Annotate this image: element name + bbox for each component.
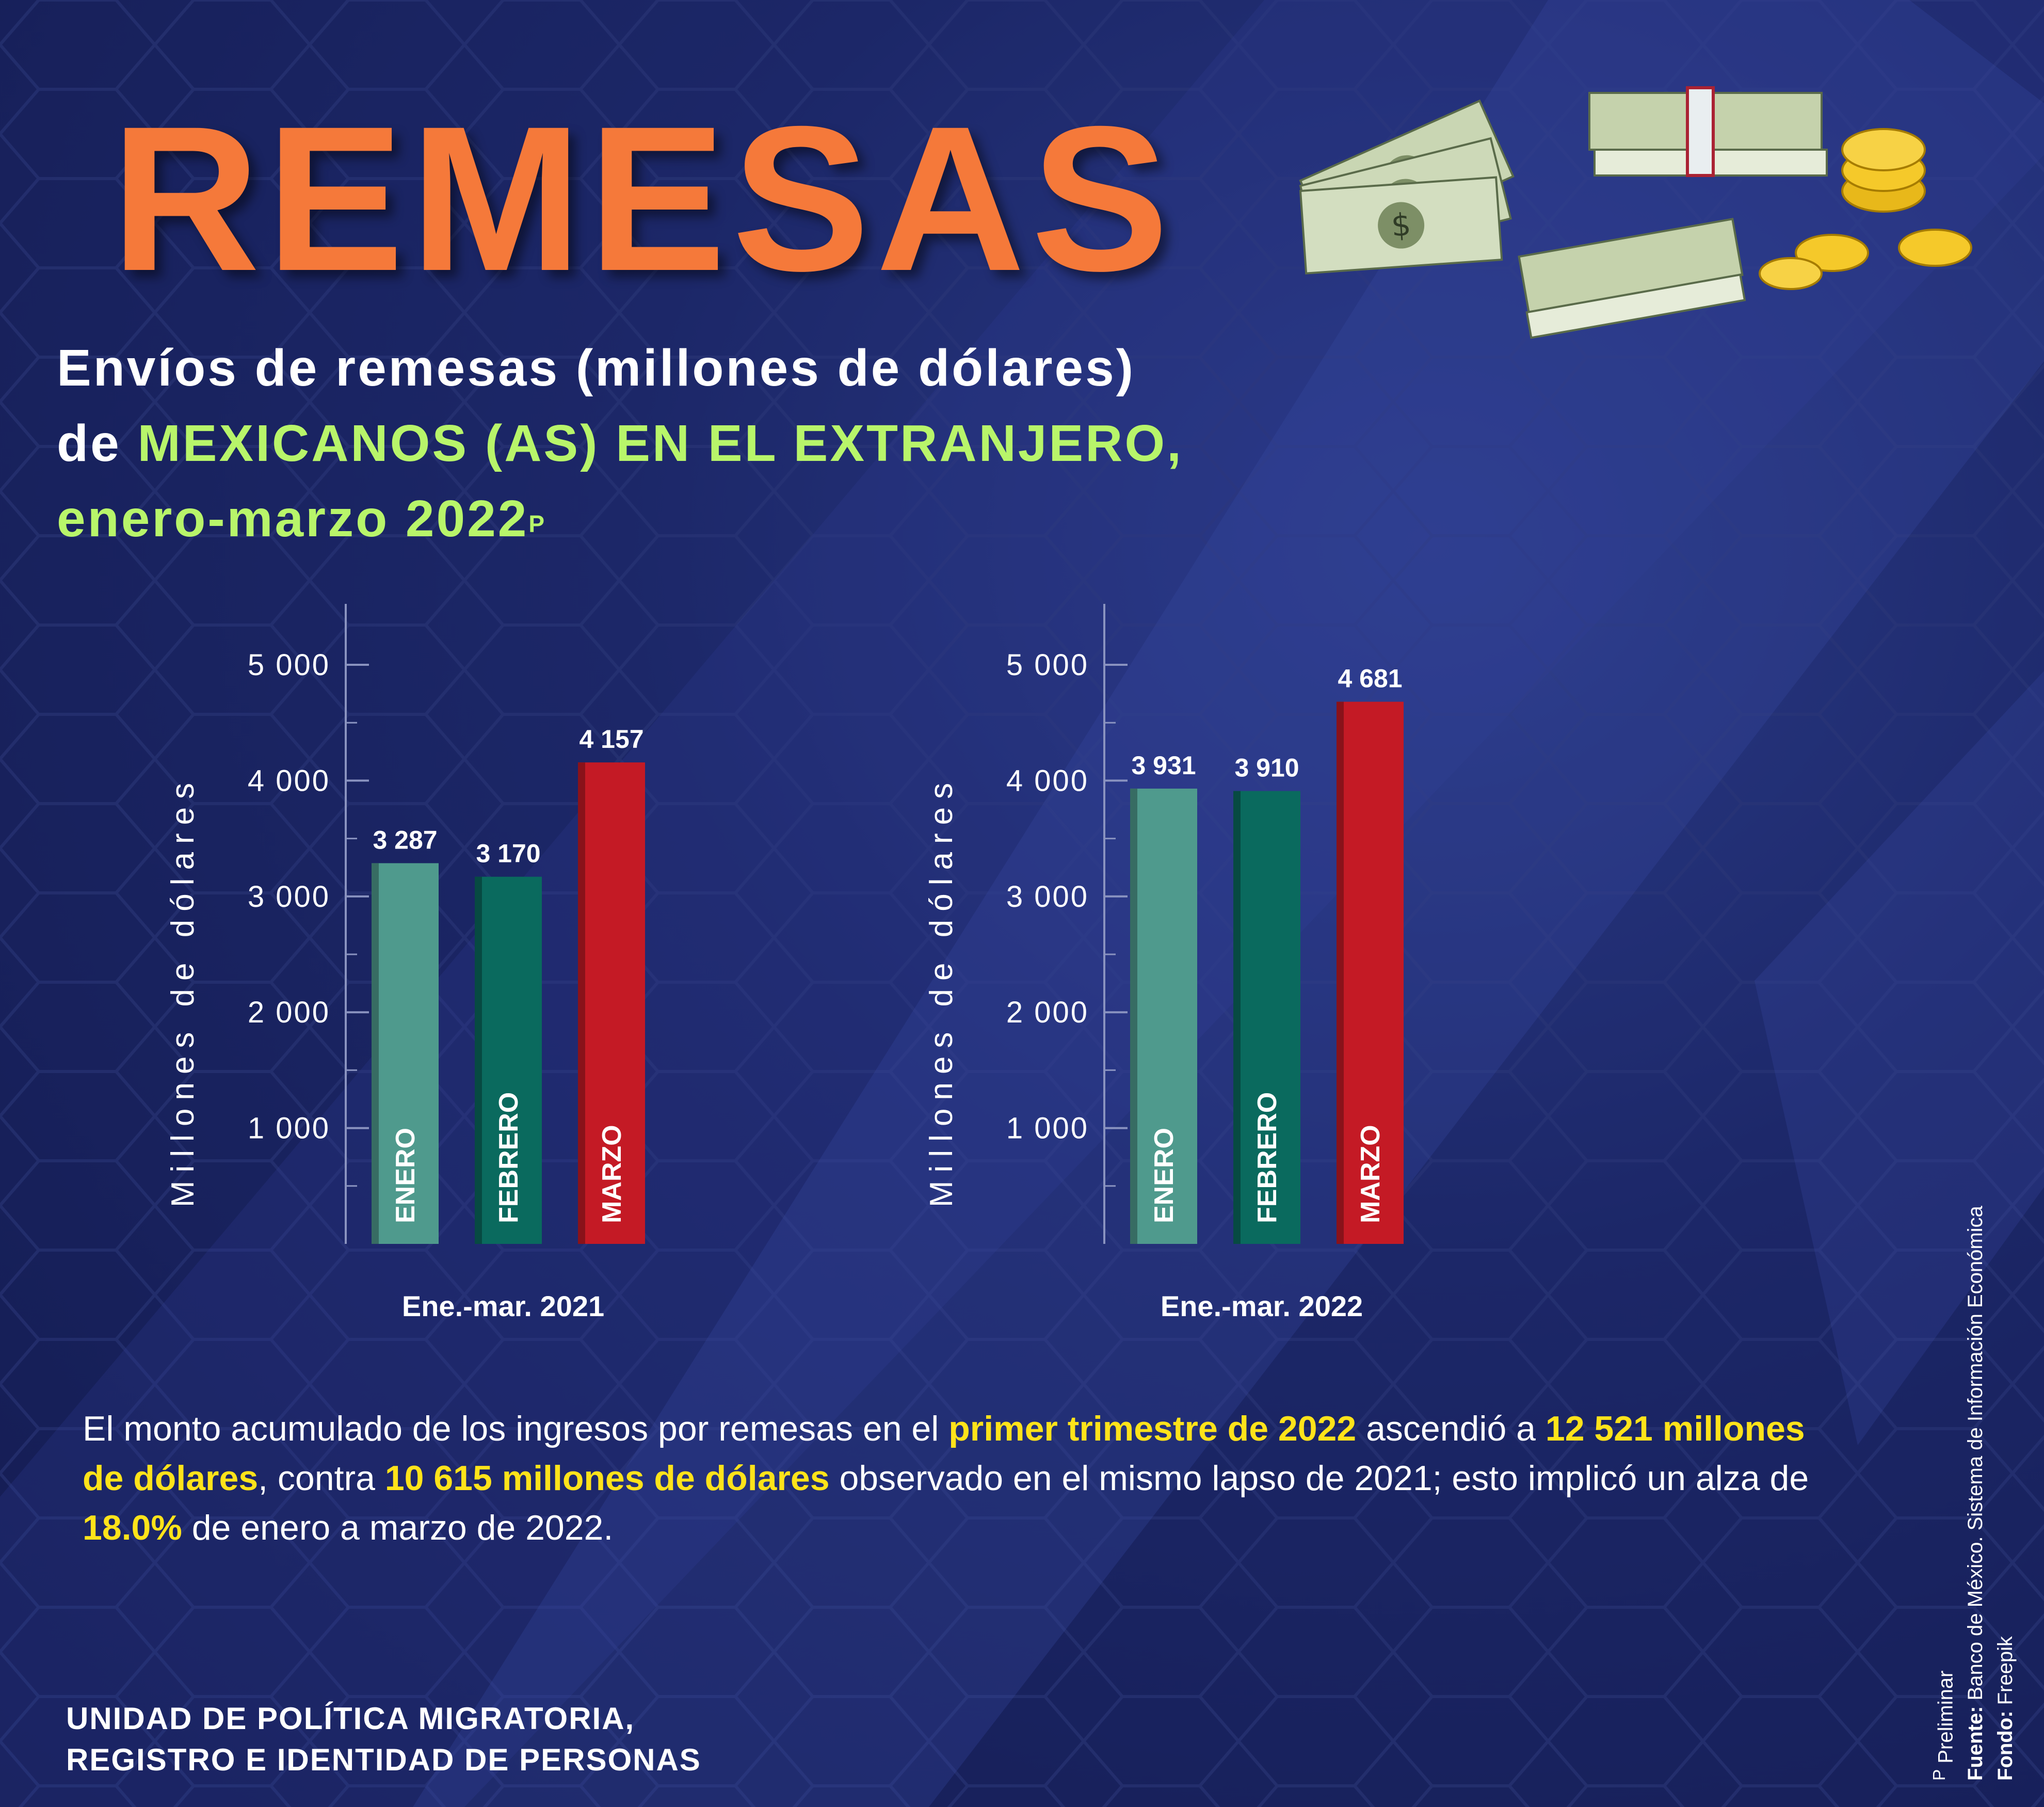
summary-paragraph: El monto acumulado de los ingresos por r… xyxy=(83,1404,1837,1553)
bar-edge xyxy=(372,863,379,1244)
svg-text:$: $ xyxy=(1390,206,1412,244)
bar-category-label: FEBRERO xyxy=(494,1092,524,1223)
money-illustration: $ xyxy=(1299,86,1972,339)
y-tick-label: 5 000 xyxy=(248,648,330,682)
summary-text: El monto acumulado de los ingresos por r… xyxy=(83,1409,949,1448)
bar-edge xyxy=(578,762,585,1244)
bar-value-label: 3 287 xyxy=(373,825,437,854)
bar-value-label: 3 910 xyxy=(1234,754,1299,782)
y-tick-label: 4 000 xyxy=(1006,764,1089,797)
page-title: REMESAS xyxy=(111,83,1176,314)
note-fondo-text: Freepik xyxy=(1994,1636,2017,1705)
summary-text: observado en el mismo lapso de 2021; est… xyxy=(829,1459,1809,1498)
note-preliminar: P Preliminar xyxy=(1925,1206,1960,1781)
bar-category-label: FEBRERO xyxy=(1252,1092,1282,1223)
institution-footer: UNIDAD DE POLÍTICA MIGRATORIA, REGISTRO … xyxy=(66,1698,943,1781)
bar-category-label: ENERO xyxy=(391,1128,421,1223)
note-fondo: Fondo: Freepik xyxy=(1990,1206,2020,1781)
y-axis-label: Millones de dólares xyxy=(165,775,201,1207)
bar-edge xyxy=(1233,791,1241,1244)
summary-highlight: 10 615 millones de dólares xyxy=(384,1459,830,1498)
bar-edge xyxy=(475,876,482,1244)
note-fuente: Fuente: Banco de México. Sistema de Info… xyxy=(1960,1206,1990,1781)
bar xyxy=(1337,701,1404,1244)
bill-stack-icon xyxy=(1518,218,1746,339)
note-fuente-text: Banco de México. Sistema de Información … xyxy=(1964,1206,1987,1701)
preliminary-mark: P xyxy=(528,510,547,537)
summary-text: ascendió a xyxy=(1356,1409,1546,1448)
note-preliminar-text: Preliminar xyxy=(1934,1670,1957,1764)
bar-value-label: 3 931 xyxy=(1131,751,1196,780)
chart-period-title: Ene.-mar. 2021 xyxy=(402,1290,604,1322)
subtitle-line-1: Envíos de remesas (millones de dólares) xyxy=(57,339,1136,397)
bar-category-label: MARZO xyxy=(1356,1125,1386,1223)
y-tick-label: 1 000 xyxy=(248,1112,330,1145)
subtitle-line-2: de MEXICANOS (AS) EN EL EXTRANJERO, xyxy=(57,406,1450,481)
subtitle-line-3: enero-marzo 2022P xyxy=(57,481,1450,556)
y-tick-label: 1 000 xyxy=(1006,1112,1089,1145)
bar xyxy=(1233,791,1300,1244)
bar-category-label: MARZO xyxy=(597,1125,627,1223)
y-tick-label: 4 000 xyxy=(248,764,330,797)
bar-chart-2021: 1 000 2 000 3 000 4 000 5 000 Millones de dól… xyxy=(165,604,645,1322)
y-tick-label: 3 000 xyxy=(248,880,330,914)
bar xyxy=(578,762,645,1244)
note-fondo-label: Fondo: xyxy=(1994,1710,2017,1781)
bar-category-label: ENERO xyxy=(1149,1128,1179,1223)
footer-line-2: REGISTRO E IDENTIDAD DE PERSONAS xyxy=(66,1742,701,1777)
chart-subtitle: Envíos de remesas (millones de dólares) … xyxy=(57,330,1450,556)
y-tick-label: 5 000 xyxy=(1006,648,1089,682)
note-preliminar-mark: P xyxy=(1930,1769,1949,1781)
bar-chart-2022: 1 000 2 000 3 000 4 000 5 000 Millones de dól… xyxy=(924,604,1404,1322)
bar-edge xyxy=(1130,788,1137,1244)
bar-value-label: 3 170 xyxy=(476,839,540,868)
bar xyxy=(372,863,439,1244)
bill-stack-icon xyxy=(1588,86,1828,177)
bar-value-label: 4 157 xyxy=(579,725,643,754)
y-tick-label: 2 000 xyxy=(248,996,330,1029)
bar xyxy=(475,876,542,1244)
y-tick-label: 3 000 xyxy=(1006,880,1089,914)
gold-coins-icon xyxy=(1759,128,1972,290)
summary-highlight: primer trimestre de 2022 xyxy=(948,1409,1357,1448)
bar-edge xyxy=(1337,701,1344,1244)
y-tick-label: 2 000 xyxy=(1006,996,1089,1029)
fanned-bills-icon: $ xyxy=(1299,99,1515,275)
summary-highlight: 12 521 millones de dólares xyxy=(83,1409,1805,1498)
chart-period-title: Ene.-mar. 2022 xyxy=(1161,1290,1363,1322)
summary-highlight: 18.0% xyxy=(83,1508,182,1547)
subtitle-period: enero-marzo 2022 xyxy=(57,490,529,548)
source-notes: P Preliminar Fuente: Banco de México. Si… xyxy=(1925,1206,2020,1781)
subtitle-prefix: de xyxy=(57,414,121,472)
summary-text: de enero a marzo de 2022. xyxy=(182,1508,614,1547)
bar-value-label: 4 681 xyxy=(1338,664,1402,693)
y-axis-label: Millones de dólares xyxy=(924,775,959,1207)
summary-text: , contra xyxy=(258,1459,385,1498)
bar xyxy=(1130,788,1197,1244)
footer-line-1: UNIDAD DE POLÍTICA MIGRATORIA, xyxy=(66,1701,635,1736)
note-fuente-label: Fuente: xyxy=(1964,1706,1987,1781)
subtitle-highlight: MEXICANOS (AS) EN EL EXTRANJERO, xyxy=(137,414,1183,472)
